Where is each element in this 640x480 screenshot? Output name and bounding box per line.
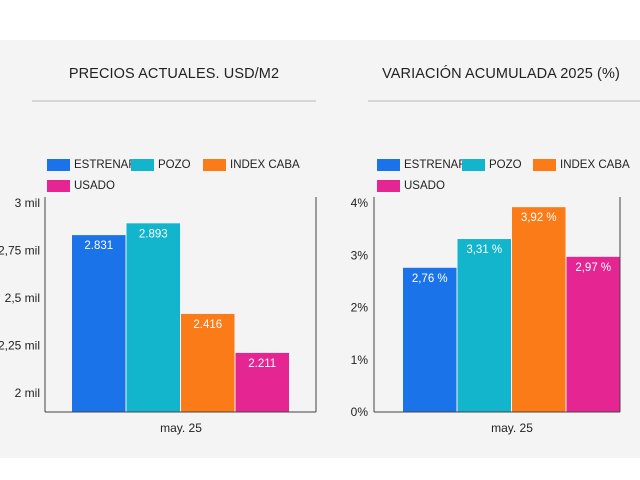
y-tick-label: 2,5 mil — [5, 291, 40, 305]
legend-item-estrenar: ESTRENAR — [47, 158, 137, 172]
legend-swatch — [47, 180, 70, 192]
legend-label: INDEX CABA — [230, 159, 300, 171]
bar-usado — [566, 256, 620, 412]
legend-item-index-caba: INDEX CABA — [533, 158, 630, 172]
chart-legend: ESTRENAR POZO INDEX CABA USADO — [377, 158, 637, 198]
legend-label: ESTRENAR — [74, 159, 137, 171]
bar-data-label: 2,76 % — [412, 273, 448, 285]
bar-chart-variacion: 0% 1% 2% 3% 4% 2,76 % 3,31 % 3,92 % 2,97 % may. 2… — [351, 196, 621, 435]
y-tick-label: 3 mil — [15, 196, 40, 210]
bar-data-label: 2.831 — [84, 240, 113, 252]
legend-item-usado: USADO — [377, 179, 445, 193]
legend-swatch — [533, 159, 556, 171]
y-tick-label: 1% — [351, 353, 369, 367]
y-tick-label: 0% — [351, 405, 369, 419]
y-tick-label: 2,25 mil — [0, 339, 40, 353]
legend-swatch — [377, 180, 400, 192]
legend-swatch — [47, 159, 70, 171]
bar-index-caba — [181, 313, 235, 412]
legend-swatch — [377, 159, 400, 171]
legend-item-estrenar: ESTRENAR — [377, 158, 467, 172]
bar-usado — [235, 352, 289, 412]
chart-title: VARIACIÓN ACUMULADA 2025 (%) — [382, 66, 620, 82]
legend-swatch — [203, 159, 226, 171]
chart-panel-variacion: VARIACIÓN ACUMULADA 2025 (%) ESTRENAR PO… — [346, 40, 640, 458]
y-tick-label: 2,75 mil — [0, 244, 40, 258]
legend-swatch — [131, 159, 154, 171]
x-tick-label: may. 25 — [160, 421, 202, 435]
bar-estrenar — [72, 235, 126, 412]
chart-title: PRECIOS ACTUALES. USD/M2 — [68, 66, 280, 82]
bar-data-label: 2.416 — [193, 319, 222, 331]
legend-label: INDEX CABA — [560, 159, 630, 171]
y-tick-label: 2% — [351, 301, 369, 315]
y-tick-label: 3% — [351, 248, 369, 262]
bar-estrenar — [403, 267, 457, 412]
title-divider — [32, 100, 316, 102]
bar-data-label: 2,97 % — [575, 262, 611, 274]
legend-item-index-caba: INDEX CABA — [203, 158, 300, 172]
chart-legend: ESTRENAR POZO INDEX CABA USADO — [47, 158, 317, 198]
legend-item-pozo: POZO — [131, 158, 191, 172]
bar-data-label: 3,92 % — [521, 212, 557, 224]
y-tick-label: 4% — [351, 196, 369, 210]
bar-pozo — [457, 239, 511, 412]
legend-swatch — [462, 159, 485, 171]
legend-label: ESTRENAR — [404, 159, 467, 171]
legend-label: POZO — [489, 159, 522, 171]
bar-data-label: 2.893 — [139, 228, 168, 240]
chart-panel-precios: PRECIOS ACTUALES. USD/M2 ESTRENAR POZO I… — [0, 40, 326, 458]
title-divider — [368, 100, 640, 102]
legend-label: USADO — [74, 180, 115, 192]
bar-data-label: 2.211 — [248, 358, 276, 370]
x-tick-label: may. 25 — [491, 421, 533, 435]
legend-item-usado: USADO — [47, 179, 115, 193]
bar-data-label: 3,31 % — [466, 244, 502, 256]
legend-label: USADO — [404, 180, 445, 192]
bar-pozo — [126, 223, 180, 412]
legend-label: POZO — [158, 159, 191, 171]
bar-index-caba — [512, 207, 566, 412]
legend-item-pozo: POZO — [462, 158, 522, 172]
bar-chart-precios: 2 mil 2,25 mil 2,5 mil 2,75 mil 3 mil 2.831 2.… — [0, 196, 317, 435]
y-tick-label: 2 mil — [15, 386, 40, 400]
